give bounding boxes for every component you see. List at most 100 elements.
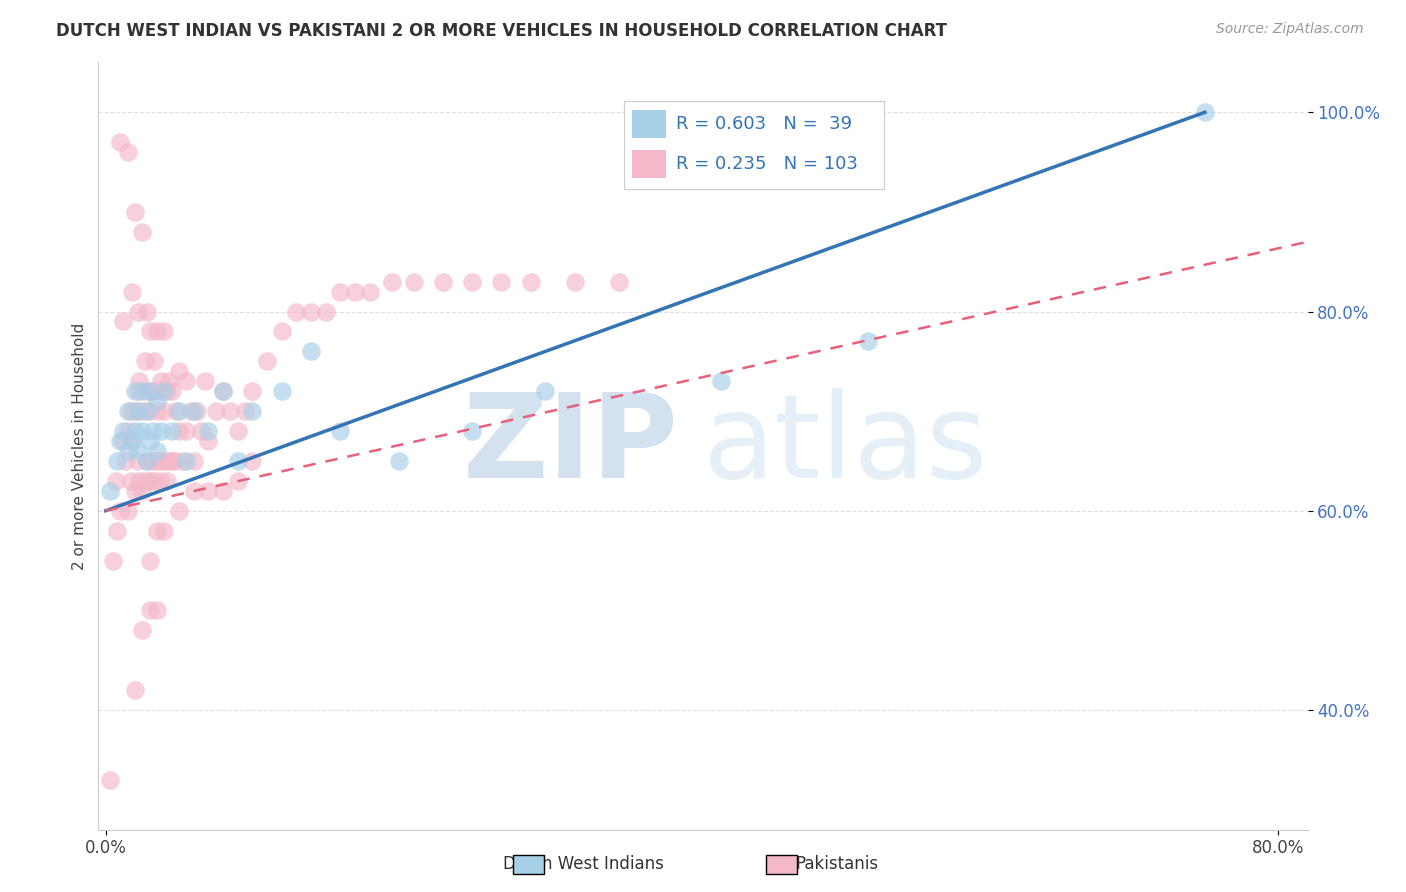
Point xyxy=(163,454,186,468)
Point xyxy=(233,404,256,418)
Point xyxy=(127,304,149,318)
Point xyxy=(226,474,249,488)
Point xyxy=(212,483,235,498)
Point xyxy=(226,454,249,468)
Point xyxy=(143,354,166,368)
Point xyxy=(142,454,165,468)
Point xyxy=(138,325,160,339)
Point xyxy=(190,424,212,438)
Point xyxy=(117,404,139,418)
Point xyxy=(256,354,278,368)
Point xyxy=(131,424,153,438)
Point xyxy=(156,384,179,399)
Point xyxy=(160,384,183,399)
Point xyxy=(299,344,322,359)
Point xyxy=(124,424,146,438)
Point xyxy=(150,424,173,438)
Point xyxy=(153,454,176,468)
Point xyxy=(176,374,198,388)
Point xyxy=(131,225,153,239)
Point xyxy=(170,454,193,468)
Text: Pakistanis: Pakistanis xyxy=(794,855,879,873)
Point xyxy=(142,384,165,399)
Point xyxy=(110,434,132,448)
Point xyxy=(197,434,219,448)
Point xyxy=(167,504,190,518)
Point xyxy=(240,384,263,399)
Point xyxy=(856,334,879,349)
Point xyxy=(167,424,190,438)
Point xyxy=(101,553,124,567)
Point xyxy=(135,454,157,468)
Point xyxy=(329,424,352,438)
Point xyxy=(491,275,513,289)
Point xyxy=(120,474,142,488)
Point xyxy=(138,384,160,399)
Point xyxy=(107,454,129,468)
Point xyxy=(124,483,146,498)
Point xyxy=(157,374,180,388)
Point xyxy=(112,314,135,328)
Point xyxy=(117,424,139,438)
Point xyxy=(131,483,153,498)
Point xyxy=(131,624,153,638)
Point xyxy=(226,424,249,438)
Point xyxy=(183,483,205,498)
Point xyxy=(150,374,173,388)
Point xyxy=(124,205,146,219)
Text: ZIP: ZIP xyxy=(463,389,679,503)
Point xyxy=(135,404,157,418)
Point xyxy=(146,524,169,538)
Point xyxy=(117,444,139,458)
Point xyxy=(176,454,198,468)
Point xyxy=(146,404,169,418)
Point xyxy=(219,404,242,418)
Point xyxy=(153,404,176,418)
Point xyxy=(180,404,202,418)
Point xyxy=(150,454,173,468)
Point xyxy=(131,404,153,418)
Point xyxy=(135,384,157,399)
Point xyxy=(146,444,169,458)
Point xyxy=(146,394,169,409)
Point xyxy=(143,474,166,488)
Point xyxy=(156,474,179,488)
Point xyxy=(138,474,160,488)
Point xyxy=(157,454,180,468)
Point xyxy=(197,424,219,438)
Point xyxy=(127,454,149,468)
Point xyxy=(160,454,183,468)
Text: Source: ZipAtlas.com: Source: ZipAtlas.com xyxy=(1216,22,1364,37)
Point xyxy=(153,384,176,399)
Point xyxy=(388,454,411,468)
Point xyxy=(149,384,172,399)
Point xyxy=(112,424,135,438)
Point xyxy=(124,384,146,399)
Point xyxy=(183,404,205,418)
Point xyxy=(121,285,143,299)
Point xyxy=(146,454,169,468)
Point xyxy=(212,384,235,399)
Text: DUTCH WEST INDIAN VS PAKISTANI 2 OR MORE VEHICLES IN HOUSEHOLD CORRELATION CHART: DUTCH WEST INDIAN VS PAKISTANI 2 OR MORE… xyxy=(56,22,948,40)
Point xyxy=(153,325,176,339)
Point xyxy=(117,145,139,160)
Point xyxy=(186,404,208,418)
Point xyxy=(160,424,183,438)
Point xyxy=(240,454,263,468)
Point xyxy=(110,504,132,518)
Point xyxy=(98,772,121,787)
Point xyxy=(1194,105,1216,120)
Point xyxy=(127,444,149,458)
Point xyxy=(121,434,143,448)
Point xyxy=(124,404,146,418)
Point xyxy=(134,474,156,488)
Point xyxy=(197,483,219,498)
Point xyxy=(138,404,160,418)
Point xyxy=(134,354,156,368)
Point xyxy=(270,384,292,399)
Point xyxy=(138,603,160,617)
Point xyxy=(117,504,139,518)
Point xyxy=(343,285,366,299)
Point xyxy=(107,524,129,538)
Point xyxy=(165,404,187,418)
